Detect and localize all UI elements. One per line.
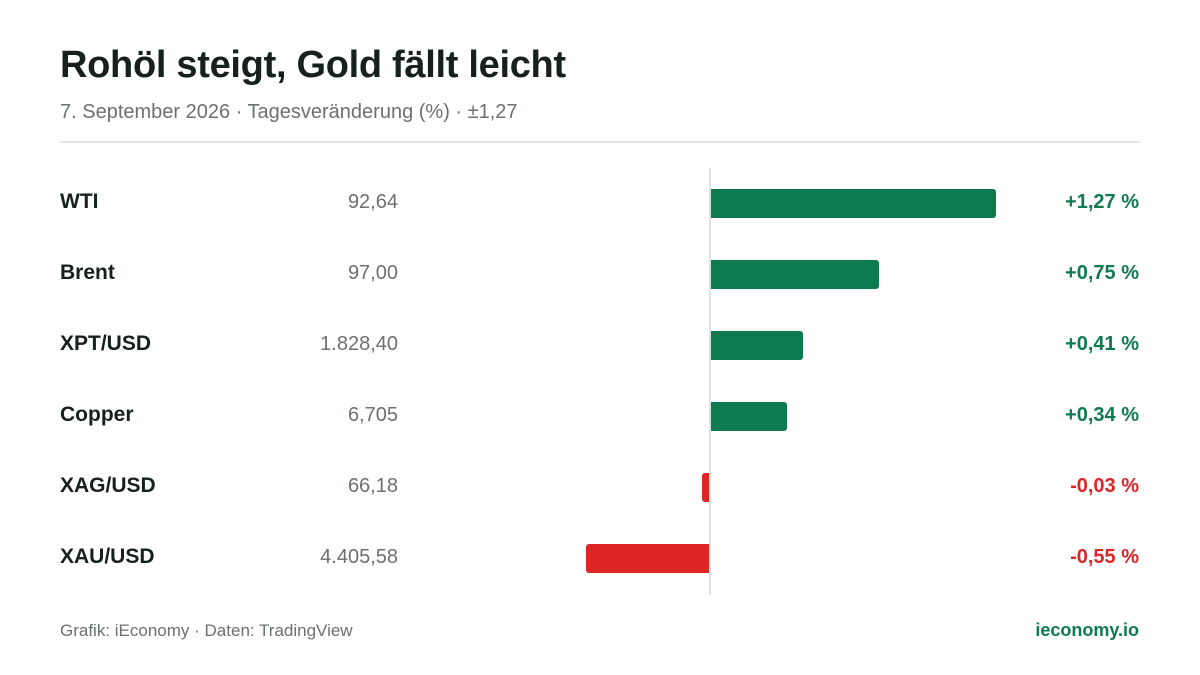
table-row: XAU/USD 4.405,58 -0,55 % <box>0 523 1200 594</box>
table-row: XAG/USD 66,18 -0,03 % <box>0 452 1200 523</box>
instrument-price: 92,64 <box>347 191 398 213</box>
instrument-name: Brent <box>60 261 115 284</box>
table-row: Copper 6,705 +0,34 % <box>0 381 1200 452</box>
instrument-price: 4.405,58 <box>320 546 398 568</box>
change-bar <box>702 473 709 502</box>
chart-area: WTI 92,64 +1,27 % Brent 97,00 +0,75 % XPT/USD 1… <box>0 168 1200 594</box>
change-value-label: +0,75 % <box>1065 262 1139 284</box>
change-value-label: -0,55 % <box>1070 546 1139 568</box>
source-credit: Grafik: iEconomy · Daten: TradingView <box>60 621 353 640</box>
change-value-label: +1,27 % <box>1065 191 1139 213</box>
instrument-price: 97,00 <box>347 262 398 284</box>
chart-title: Rohöl steigt, Gold fällt leicht <box>60 44 566 86</box>
change-bar <box>711 189 996 218</box>
change-bar <box>711 260 880 289</box>
instrument-name: Copper <box>60 403 134 426</box>
header-divider <box>60 141 1140 143</box>
change-bar <box>585 544 709 573</box>
table-row: Brent 97,00 +0,75 % <box>0 239 1200 310</box>
instrument-price: 6,705 <box>347 404 398 426</box>
zero-axis-line <box>709 168 711 594</box>
change-value-label: +0,34 % <box>1065 404 1139 426</box>
instrument-price: 1.828,40 <box>320 333 398 355</box>
instrument-name: WTI <box>60 190 99 213</box>
table-row: XPT/USD 1.828,40 +0,41 % <box>0 310 1200 381</box>
change-bar <box>711 402 788 431</box>
table-row: WTI 92,64 +1,27 % <box>0 168 1200 239</box>
instrument-name: XAG/USD <box>60 474 156 497</box>
chart-subtitle: 7. September 2026 · Tagesveränderung (%)… <box>60 101 518 123</box>
instrument-price: 66,18 <box>347 475 398 497</box>
change-value-label: -0,03 % <box>1070 475 1139 497</box>
instrument-name: XPT/USD <box>60 332 152 355</box>
change-bar <box>711 331 803 360</box>
brand-link[interactable]: ieconomy.io <box>1035 620 1139 640</box>
instrument-name: XAU/USD <box>60 545 155 568</box>
change-value-label: +0,41 % <box>1065 333 1139 355</box>
